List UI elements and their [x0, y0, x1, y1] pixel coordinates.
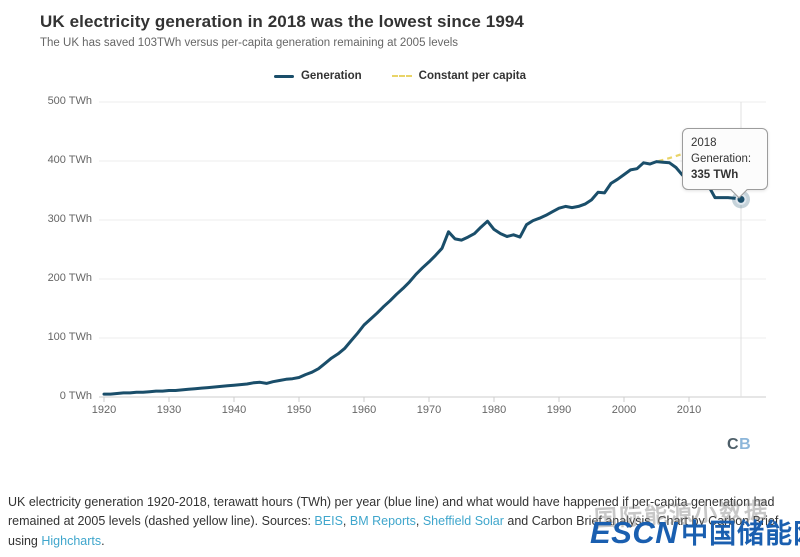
tooltip-year: 2018 — [691, 137, 717, 149]
legend-label-generation: Generation — [300, 70, 362, 82]
tooltip-value: 335 TWh — [691, 169, 739, 182]
caption-text: and Carbon Brief analysis. Chart by Carb… — [8, 514, 779, 548]
x-axis-label: 2000 — [611, 404, 637, 416]
legend-item-constant-per-capita[interactable]: Constant per capita — [391, 70, 527, 82]
caption-text: UK electricity generation 1920-2018, ter… — [8, 495, 775, 529]
caption-link[interactable]: BEIS — [314, 514, 343, 529]
escn-watermark-cjk: 中国储能网 — [681, 519, 800, 549]
x-axis-label: 1960 — [351, 404, 377, 416]
caption-link[interactable]: BM Reports — [349, 514, 416, 529]
chart-caption: UK electricity generation 1920-2018, ter… — [8, 493, 792, 551]
escn-watermark-latin: ESCN — [590, 515, 679, 550]
y-axis-label: 200 TWh — [47, 272, 92, 284]
x-axis-label: 1930 — [156, 404, 182, 416]
gridlines — [99, 101, 766, 398]
caption-text: . — [101, 533, 105, 548]
y-axis-label: 300 TWh — [47, 213, 92, 225]
y-axis-label: 500 TWh — [47, 95, 92, 107]
per-capita-line-swatch — [391, 75, 412, 77]
chart-subtitle: The UK has saved 103TWh versus per-capit… — [40, 37, 459, 49]
x-axis-label: 1920 — [91, 404, 117, 416]
tooltip-2018: 2018 Generation: 335 TWh — [682, 128, 768, 199]
caption-link[interactable]: Highcharts — [41, 533, 102, 548]
legend-item-generation[interactable]: Generation — [273, 70, 362, 82]
x-axis-label: 1950 — [286, 404, 312, 416]
generation-line-swatch — [273, 74, 294, 78]
chart-title: UK electricity generation in 2018 was th… — [40, 12, 524, 31]
y-axis-label: 100 TWh — [47, 331, 92, 343]
x-axis-label: 2010 — [676, 404, 702, 416]
x-axis-label: 1980 — [481, 404, 507, 416]
legend-label-constant-per-capita: Constant per capita — [418, 70, 527, 82]
caption-link[interactable]: Sheffield Solar — [422, 514, 504, 529]
x-axis-label: 1940 — [221, 404, 247, 416]
x-axis-label: 1970 — [416, 404, 442, 416]
x-axis-label: 1990 — [546, 404, 572, 416]
caption-text: , — [342, 514, 350, 529]
carbon-brief-logo[interactable]: CB — [727, 436, 751, 454]
y-axis-label: 400 TWh — [47, 154, 92, 166]
x-axis — [103, 397, 690, 402]
y-axis-label: 0 TWh — [59, 390, 92, 402]
generation-line[interactable] — [102, 160, 743, 396]
tooltip-series-label: Generation: — [691, 153, 752, 166]
cb-logo-c: C — [727, 436, 740, 453]
caption-text: , — [415, 514, 423, 529]
chart-plot-area — [99, 101, 766, 402]
legend: Generation Constant per capita — [0, 70, 800, 82]
cb-logo-b: B — [739, 436, 752, 453]
escn-watermark: ESCN 中国储能网 — [590, 512, 800, 551]
